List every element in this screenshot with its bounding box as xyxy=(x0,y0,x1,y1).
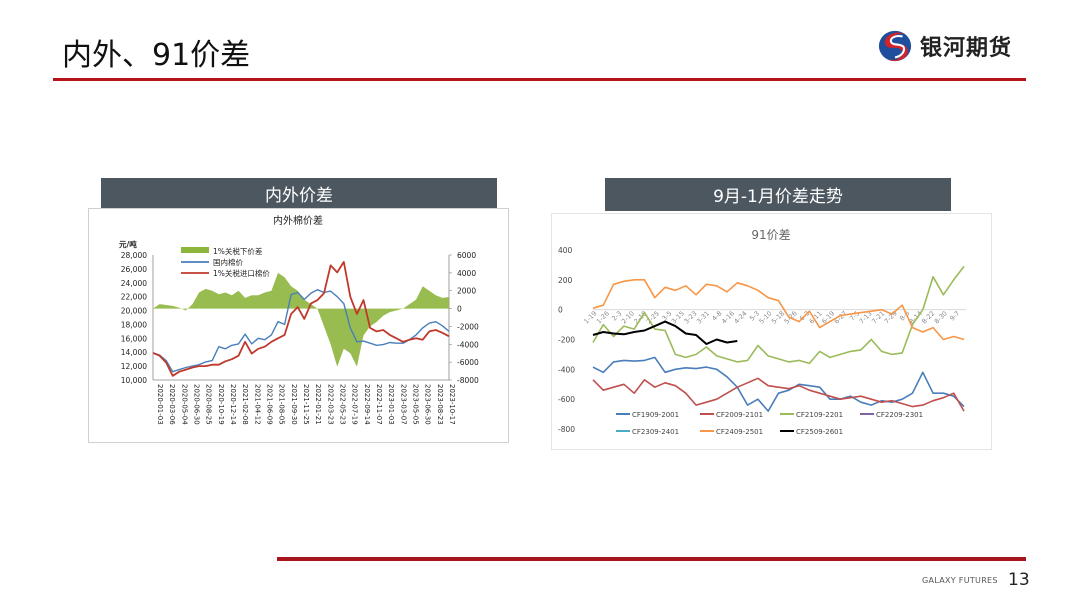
x-tick-label: 8-30 xyxy=(933,309,949,325)
y-tick-label: 24,000 xyxy=(121,279,147,288)
panel-header-right: 9月-1月价差走势 xyxy=(605,178,951,211)
x-tick-label: 2021-02-08 xyxy=(241,384,249,425)
x-tick-label: 2020-12-14 xyxy=(229,384,237,425)
y-tick-label: -400 xyxy=(558,365,575,374)
x-tick-label: 9-7 xyxy=(948,309,961,322)
chart-title: 内外棉价差 xyxy=(273,214,323,227)
legend-label: CF2109-2201 xyxy=(796,411,843,419)
x-tick-label: 1-26 xyxy=(595,309,611,325)
x-tick-label: 2023-03-07 xyxy=(399,384,407,425)
legend-label: CF2209-2301 xyxy=(876,411,923,419)
galaxy-logo-icon xyxy=(878,30,912,62)
chart-title: 91价差 xyxy=(751,228,790,242)
x-tick-label: 2022-05-23 xyxy=(339,384,347,425)
y-tick-label: 16,000 xyxy=(121,334,147,343)
x-tick-label: 6-27 xyxy=(833,309,849,325)
chart-domestic-foreign-spread: 内外棉价差元/吨 28,000 26,000 24,000 22,000 20,000 18… xyxy=(88,208,509,443)
page-number: 13 xyxy=(1008,570,1030,590)
legend-label: CF2309-2401 xyxy=(632,428,679,436)
x-tick-label: 2021-09-30 xyxy=(290,384,298,425)
spread-area xyxy=(153,272,449,367)
series-line xyxy=(592,279,965,341)
y-tick-label: 200 xyxy=(558,276,573,285)
footer-divider xyxy=(277,557,1026,561)
series-line xyxy=(592,356,965,412)
y-axis-unit: 元/吨 xyxy=(119,239,137,249)
legend-label: CF2409-2501 xyxy=(716,428,763,436)
logo-text: 银河期货 xyxy=(920,36,1013,61)
y-tick-label: 12,000 xyxy=(121,362,147,371)
x-tick-label: 2021-04-12 xyxy=(253,384,261,425)
x-tick-label: 2022-03-23 xyxy=(326,384,334,425)
y-tick-label: 20,000 xyxy=(121,307,147,316)
y-tick-label: 26,000 xyxy=(121,265,147,274)
y-tick-label: 14,000 xyxy=(121,348,147,357)
x-tick-label: 2023-05-05 xyxy=(412,384,420,425)
footer-brand: GALAXY FUTURES xyxy=(922,576,998,585)
series-line xyxy=(152,261,450,377)
x-tick-label: 2020-08-25 xyxy=(205,384,213,425)
company-logo: 银河期货 xyxy=(876,28,1012,64)
y-tick-label: 0 xyxy=(558,306,563,315)
y2-tick-label: -6000 xyxy=(457,358,479,367)
x-tick-label: 2022-07-19 xyxy=(351,384,359,425)
legend-label: CF1909-2001 xyxy=(632,411,679,419)
chart-91-spread: 91价差 400 200 0 -200 -400 -600 -800 1-19 1-26 2-3 2-… xyxy=(551,213,992,450)
panel-title-right: 9月-1月价差走势 xyxy=(713,187,843,207)
x-tick-label: 2020-05-04 xyxy=(180,384,188,425)
page-title: 内外、91价差 xyxy=(62,38,251,73)
x-tick-label: 4-24 xyxy=(733,309,749,325)
y2-tick-label: 4000 xyxy=(457,269,476,278)
y-tick-label: 400 xyxy=(558,246,573,255)
legend-label: 1%关税进口棉价 xyxy=(213,268,270,278)
x-tick-label: 2020-01-03 xyxy=(156,384,164,425)
x-tick-label: 2023-06-30 xyxy=(424,384,432,425)
x-tick-label: 3-31 xyxy=(695,309,711,325)
y-tick-label: 28,000 xyxy=(121,251,147,260)
panel-title-left: 内外价差 xyxy=(265,185,333,206)
legend-label: CF2009-2101 xyxy=(716,411,763,419)
x-tick-label: 2021-11-25 xyxy=(302,384,310,425)
x-tick-label: 2022-11-07 xyxy=(375,384,383,425)
series-line xyxy=(152,288,450,373)
x-tick-label: 2023-01-03 xyxy=(387,384,395,425)
x-tick-label: 2023-08-23 xyxy=(436,384,444,425)
header-divider xyxy=(53,78,1026,81)
x-tick-label: 2021-06-09 xyxy=(266,384,274,425)
panel-header-left: 内外价差 xyxy=(101,178,497,208)
y-tick-label: -200 xyxy=(558,336,575,345)
series-line xyxy=(592,320,738,345)
x-tick-label: 2021-08-05 xyxy=(278,384,286,425)
legend-label: CF2509-2601 xyxy=(796,428,843,436)
y2-tick-label: -8000 xyxy=(457,376,479,385)
x-tick-label: 2023-10-17 xyxy=(448,384,456,425)
x-tick-label: 2022-09-14 xyxy=(363,384,371,425)
x-tick-label: 2022-01-21 xyxy=(314,384,322,425)
y2-tick-label: 0 xyxy=(457,305,462,314)
legend-label: 国内棉价 xyxy=(213,257,243,267)
x-tick-label: 2020-06-30 xyxy=(193,384,201,425)
x-tick-label: 2020-10-19 xyxy=(217,384,225,425)
y-tick-label: 22,000 xyxy=(121,293,147,302)
y-tick-label: 18,000 xyxy=(121,320,147,329)
y-tick-label: -600 xyxy=(558,395,575,404)
x-tick-label: 2020-03-06 xyxy=(168,384,176,425)
legend-label: 1%关税下价差 xyxy=(213,246,263,256)
y2-tick-label: -2000 xyxy=(457,322,479,331)
y2-tick-label: 2000 xyxy=(457,287,476,296)
y-tick-label: -800 xyxy=(558,425,575,434)
series-line xyxy=(592,377,965,412)
y2-tick-label: 6000 xyxy=(457,251,476,260)
series-line xyxy=(592,265,965,365)
y2-tick-label: -4000 xyxy=(457,340,479,349)
y-tick-label: 10,000 xyxy=(121,376,147,385)
